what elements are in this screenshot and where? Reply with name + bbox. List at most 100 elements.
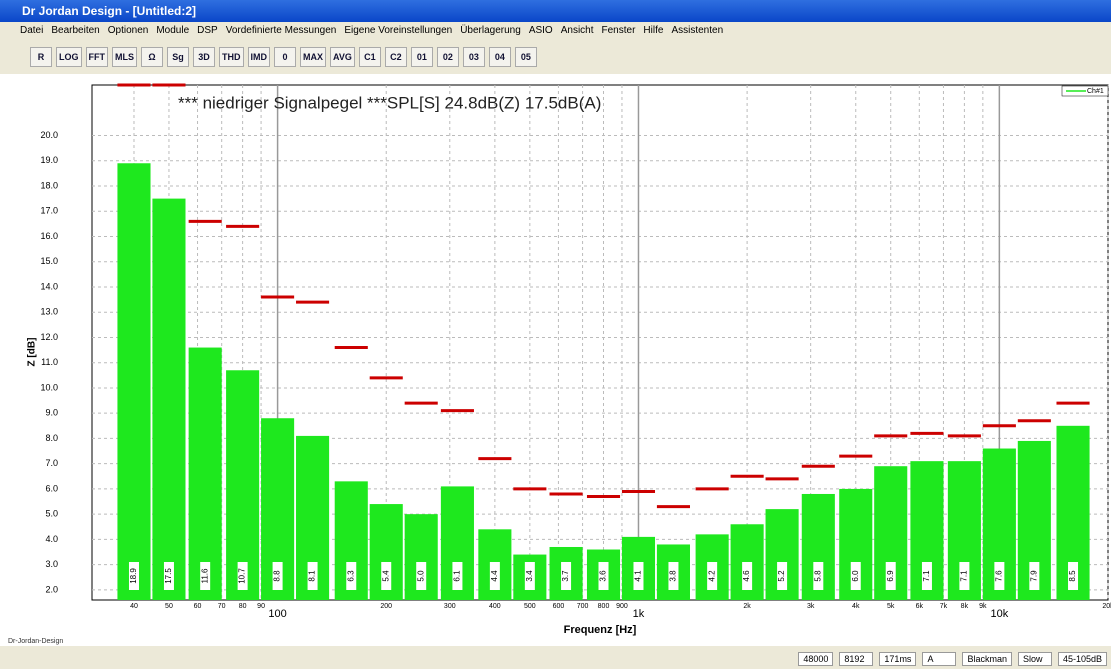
logo: Dr-Jordan-Design <box>8 638 64 645</box>
value-label: 7.1 <box>959 570 968 582</box>
value-label: 4.1 <box>634 570 643 582</box>
value-label-bg <box>598 562 609 590</box>
tool-button[interactable]: MLS <box>112 47 137 67</box>
bar <box>117 163 151 600</box>
menu-item[interactable]: Vordefinierte Messungen <box>225 25 337 36</box>
y-tick-label: 6.0 <box>45 483 58 493</box>
y-tick-label: 8.0 <box>45 433 58 443</box>
y-tick-label: 14.0 <box>40 281 58 291</box>
x-tick-label: 3k <box>807 603 815 610</box>
tool-button[interactable]: C2 <box>384 47 407 67</box>
y-axis-label: Z [dB] <box>27 338 38 367</box>
value-label-bg <box>1068 562 1079 590</box>
menu-item[interactable]: Überlagerung <box>460 25 521 36</box>
value-label-bg <box>777 562 788 590</box>
y-tick-label: 3.0 <box>45 559 58 569</box>
x-tick-label: 700 <box>577 603 589 610</box>
x-tick-label: 9k <box>979 603 987 610</box>
value-label-bg <box>237 562 248 590</box>
menu-bar: Datei Bearbeiten Optionen Module DSP Vordefin… <box>0 22 1111 40</box>
y-tick-label: 13.0 <box>40 307 58 317</box>
x-tick-label: 300 <box>444 603 456 610</box>
menu-item[interactable]: Ansicht <box>560 25 594 36</box>
tool-button[interactable]: MAX <box>300 47 326 67</box>
x-tick-label: 80 <box>239 603 247 610</box>
x-tick-label: 40 <box>130 603 138 610</box>
value-label: 6.1 <box>453 570 462 582</box>
y-tick-label: 20.0 <box>40 130 58 140</box>
tool-button[interactable]: LOG <box>56 47 82 67</box>
status-field[interactable]: 48000 <box>798 651 834 666</box>
tool-button[interactable]: AVG <box>330 47 355 67</box>
y-tick-label: 4.0 <box>45 534 58 544</box>
y-tick-label: 19.0 <box>40 155 58 165</box>
value-label: 3.7 <box>561 570 570 582</box>
value-label: 5.2 <box>777 570 786 582</box>
value-label-bg <box>489 562 500 590</box>
status-field[interactable]: A <box>922 651 957 666</box>
tool-button[interactable]: 02 <box>436 47 459 67</box>
value-label-bg <box>1029 562 1040 590</box>
y-tick-label: 9.0 <box>45 408 58 418</box>
value-label: 5.0 <box>416 570 425 582</box>
value-label-bg <box>994 562 1005 590</box>
tool-button[interactable]: IMD <box>247 47 270 67</box>
y-tick-label: 15.0 <box>40 256 58 266</box>
x-tick-label: 800 <box>598 603 610 610</box>
value-label-bg <box>707 562 718 590</box>
value-label: 7.1 <box>922 570 931 582</box>
x-tick-label: 400 <box>489 603 501 610</box>
tool-button[interactable]: 01 <box>410 47 433 67</box>
tool-button[interactable]: Ω <box>141 47 163 67</box>
value-label-bg <box>742 562 753 590</box>
value-label: 7.9 <box>1029 570 1038 582</box>
value-label-bg <box>813 562 824 590</box>
menu-item[interactable]: Fenster <box>601 25 636 36</box>
value-label-bg <box>128 562 139 590</box>
value-label: 3.6 <box>599 570 608 582</box>
menu-item[interactable]: Module <box>156 25 190 36</box>
value-label-bg <box>163 562 174 590</box>
x-tick-label: 200 <box>380 603 392 610</box>
menu-item[interactable]: DSP <box>197 25 218 36</box>
tool-button[interactable]: C1 <box>358 47 381 67</box>
bar <box>152 198 186 600</box>
menu-item[interactable]: Datei <box>20 25 44 36</box>
value-label-bg <box>850 562 861 590</box>
status-field[interactable]: 171ms <box>879 651 917 666</box>
value-label: 5.4 <box>381 570 390 582</box>
menu-item[interactable]: ASIO <box>528 25 553 36</box>
menu-item[interactable]: Assistenten <box>671 25 724 36</box>
tool-button[interactable]: 0 <box>274 47 296 67</box>
tool-button[interactable]: THD <box>219 47 244 67</box>
tool-button[interactable]: 03 <box>462 47 485 67</box>
y-tick-label: 18.0 <box>40 180 58 190</box>
chart: 2.0 3.0 4.0 5.0 6.0 7.0 8.0 9.0 10.0 11.0 12.0 13.0… <box>0 74 1111 646</box>
value-label: 8.5 <box>1068 570 1077 582</box>
status-field[interactable]: Blackman <box>962 651 1012 666</box>
tool-button[interactable]: 3D <box>193 47 215 67</box>
menu-item[interactable]: Bearbeiten <box>51 25 100 36</box>
y-tick-label: 2.0 <box>45 584 58 594</box>
value-label: 4.6 <box>742 570 751 582</box>
menu-item[interactable]: Hilfe <box>643 25 664 36</box>
tool-button[interactable]: 05 <box>514 47 537 67</box>
status-field[interactable]: 8192 <box>839 651 874 666</box>
tool-button[interactable]: 04 <box>488 47 511 67</box>
value-label: 11.6 <box>200 568 209 584</box>
status-field[interactable]: Slow <box>1017 651 1052 666</box>
x-tick-label: 20k <box>1102 603 1111 610</box>
status-bar: 48000 8192 171ms A Blackman Slow 45-105dB <box>0 648 1111 669</box>
value-label-bg <box>346 562 357 590</box>
tool-button[interactable]: FFT <box>85 47 108 67</box>
tool-button[interactable]: R <box>30 47 52 67</box>
menu-item[interactable]: Eigene Voreinstellungen <box>344 25 453 36</box>
value-label: 3.4 <box>525 570 534 582</box>
value-label: 10.7 <box>238 568 247 584</box>
x-tick-label: 90 <box>257 603 265 610</box>
status-field[interactable]: 45-105dB <box>1057 651 1107 666</box>
value-label-bg <box>921 562 932 590</box>
tool-button[interactable]: Sg <box>167 47 189 67</box>
menu-item[interactable]: Optionen <box>107 25 149 36</box>
x-tick-label: 4k <box>852 603 860 610</box>
